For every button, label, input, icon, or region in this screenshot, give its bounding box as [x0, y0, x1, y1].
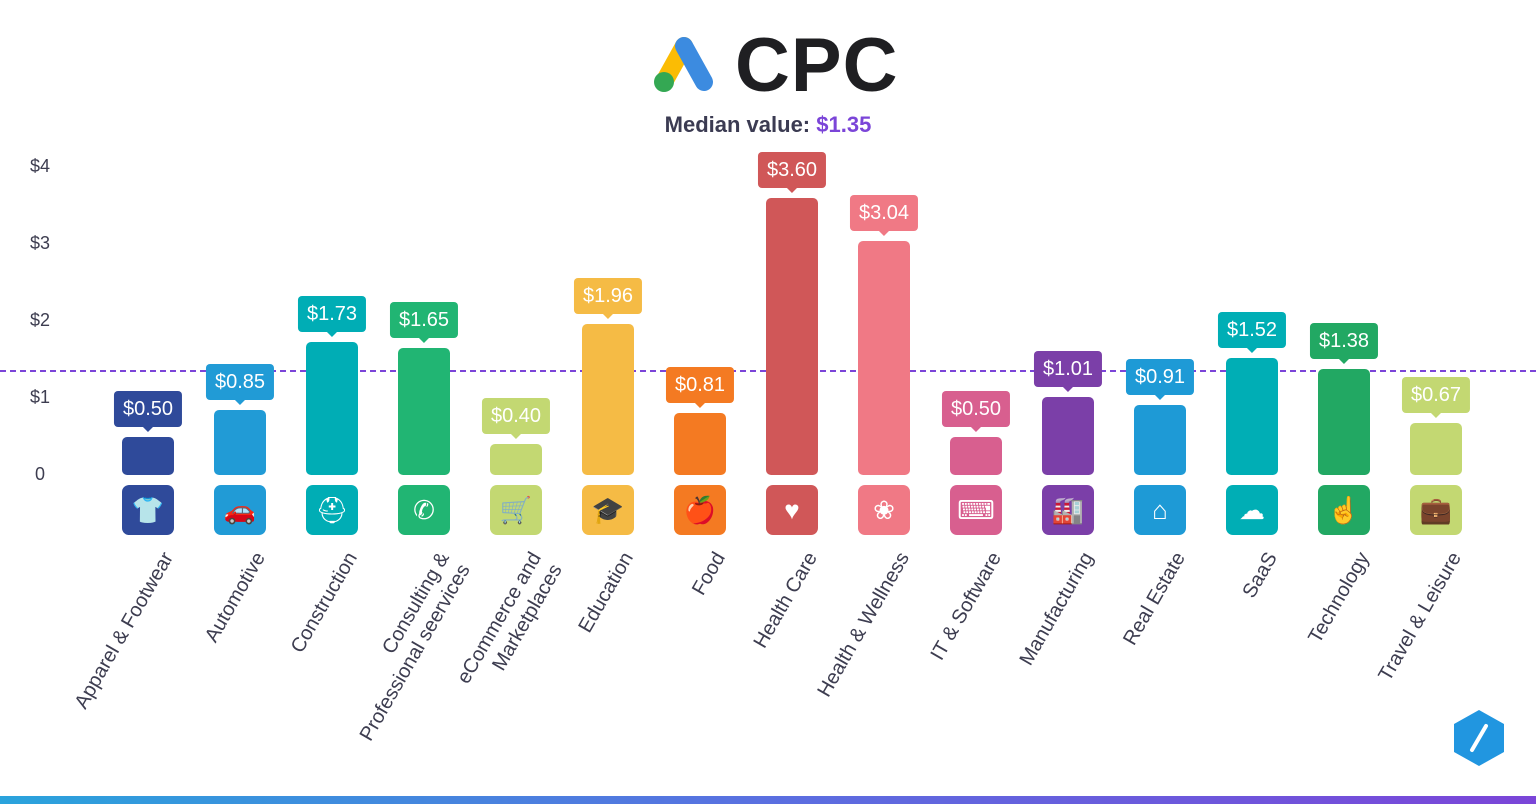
bar[interactable]: [1318, 368, 1370, 475]
bar[interactable]: [398, 347, 450, 475]
bar[interactable]: [766, 197, 818, 475]
y-tick-label: $3: [29, 233, 51, 253]
y-tick-label: $1: [29, 387, 51, 407]
hard-hat-icon: ⛑: [306, 485, 358, 535]
chart-title: CPC: [735, 23, 899, 108]
bar[interactable]: [1226, 357, 1278, 475]
data-label: $0.81: [665, 366, 735, 408]
touch-network-icon: ☝: [1318, 485, 1370, 535]
x-tick-label: Consulting & Professional seervices: [355, 548, 475, 745]
median-subtitle: Median value: $1.35: [0, 112, 1536, 138]
apple-icon: 🍎: [674, 485, 726, 535]
y-tick-label: $2: [29, 310, 51, 330]
x-tick-label: Travel & Leisure: [1374, 548, 1466, 685]
data-label: $1.73: [297, 295, 367, 337]
data-label: $0.40: [481, 398, 551, 440]
data-label: $1.38: [1309, 322, 1379, 364]
data-label: $1.65: [389, 301, 459, 343]
bar[interactable]: [306, 341, 358, 475]
bar[interactable]: [1042, 397, 1094, 475]
cloud-icon: ☁: [1226, 485, 1278, 535]
heart-pulse-icon: ♥: [766, 485, 818, 535]
data-label: $1.52: [1217, 311, 1287, 353]
x-tick-label: Health Care: [749, 548, 822, 652]
graduation-cap-icon: 🎓: [582, 485, 634, 535]
bar[interactable]: [1134, 404, 1186, 475]
brand-logo-icon: [1454, 710, 1504, 766]
bottom-gradient-bar: [0, 796, 1536, 804]
data-label: $0.85: [205, 363, 275, 405]
phone-chat-icon: ✆: [398, 485, 450, 535]
monitor-code-icon: ⌨: [950, 485, 1002, 535]
bar[interactable]: [1410, 423, 1462, 475]
x-tick-label: Food: [688, 548, 730, 599]
suitcase-icon: 💼: [1410, 485, 1462, 535]
bar[interactable]: [858, 240, 910, 475]
house-key-icon: ⌂: [1134, 485, 1186, 535]
x-tick-label: Technology: [1304, 548, 1374, 648]
google-ads-logo-icon: [654, 37, 713, 92]
x-tick-label: SaaS: [1238, 548, 1282, 602]
chart-header: CPC Median value: $1.35: [0, 0, 1536, 150]
bar[interactable]: [582, 324, 634, 475]
data-label: $1.01: [1033, 351, 1103, 393]
car-icon: 🚗: [214, 485, 266, 535]
factory-icon: 🏭: [1042, 485, 1094, 535]
data-label: $0.50: [941, 390, 1011, 432]
shopping-cart-icon: 🛒: [490, 485, 542, 535]
data-label: $0.91: [1125, 358, 1195, 400]
y-tick-label: 0: [34, 464, 45, 484]
median-label: Median value:: [664, 112, 811, 137]
data-label: $3.60: [757, 151, 827, 193]
y-tick-label: $4: [29, 156, 51, 176]
bar[interactable]: [674, 412, 726, 475]
x-tick-label: Health & Wellness: [813, 548, 914, 701]
x-tick-label: Construction: [286, 548, 362, 657]
bar[interactable]: [950, 436, 1002, 475]
median-value: $1.35: [816, 112, 872, 137]
data-label: $3.04: [849, 194, 919, 236]
x-tick-label: Education: [574, 548, 638, 637]
data-label: $0.50: [113, 390, 183, 432]
data-label: $0.67: [1401, 377, 1471, 419]
lotus-icon: ❀: [858, 485, 910, 535]
tshirt-icon: 👕: [122, 485, 174, 535]
bar[interactable]: [122, 436, 174, 475]
x-tick-label: Manufacturing: [1015, 548, 1098, 670]
data-label: $1.96: [573, 278, 643, 320]
x-tick-label: Apparel & Footwear: [70, 548, 178, 713]
x-tick-label: Automotive: [200, 548, 270, 647]
x-tick-label: Real Estate: [1119, 548, 1190, 650]
bar[interactable]: [214, 409, 266, 475]
x-tick-label: IT & Software: [926, 548, 1006, 665]
bar[interactable]: [490, 444, 542, 475]
